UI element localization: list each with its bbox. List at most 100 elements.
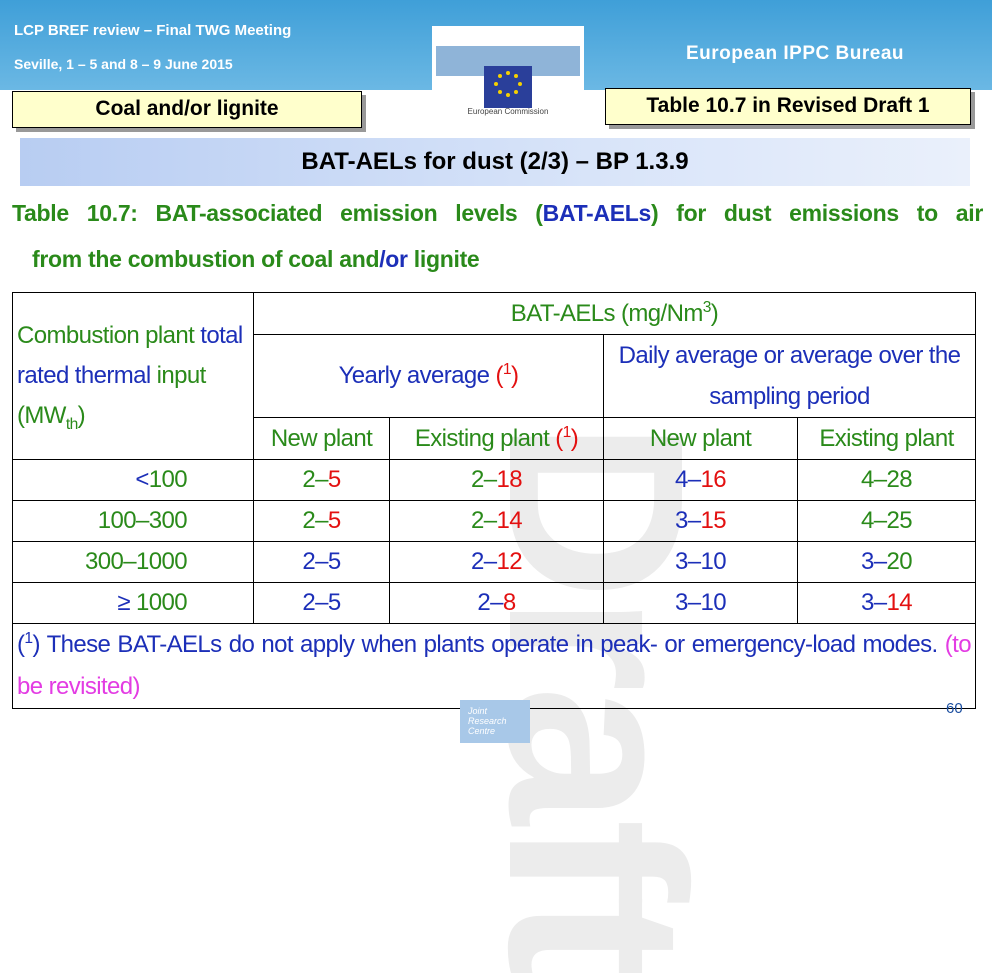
text-segment: ) xyxy=(710,299,719,327)
text-segment: from the combustion of coal and xyxy=(32,246,380,272)
text-segment: 3–10 xyxy=(675,548,727,575)
table-cell: 3–10 xyxy=(603,541,798,583)
text-segment: 2– xyxy=(471,507,497,534)
text-segment: Existing plant xyxy=(819,424,954,452)
text-segment: 2–5 xyxy=(302,589,341,616)
text-segment: BAT-AELs (mg/Nm xyxy=(510,299,704,327)
text-segment: 2– xyxy=(471,548,497,575)
yearly-header: Yearly average (1) xyxy=(253,334,604,418)
text-segment: ) These BAT-AELs do not apply when plant… xyxy=(32,631,945,658)
text-segment: ) xyxy=(570,424,579,452)
table-cell: 4–25 xyxy=(797,500,976,542)
text-segment: ≥ xyxy=(117,589,136,616)
text-segment: 12 xyxy=(496,548,523,575)
sector: Coal and/or lignite xyxy=(12,91,362,128)
text-segment: 3– xyxy=(861,548,887,575)
text-segment: th xyxy=(65,415,78,433)
table-cell: 3–14 xyxy=(797,582,976,624)
text-segment: 8 xyxy=(502,589,516,616)
text-segment: 2– xyxy=(302,466,328,493)
location: Seville, 1 – 5 and 8 – 9 June 2015 xyxy=(14,56,233,72)
row-label-header: Combustion plant total rated thermal inp… xyxy=(12,292,254,460)
caption-line: from the combustion of coal and/or ligni… xyxy=(32,246,480,273)
text-segment: 5 xyxy=(327,466,341,493)
text-segment: ( xyxy=(495,362,504,389)
event: LCP BREF review – Final TWG Meeting xyxy=(14,22,292,39)
table-row: ≥ 1000 2–5 2–8 3–10 3–14 xyxy=(12,582,976,624)
text-segment: < xyxy=(135,466,149,493)
table: Combustion plant total rated thermal inp… xyxy=(12,292,976,709)
text-segment: 2–5 xyxy=(302,548,341,575)
column-header: New plant xyxy=(253,417,390,460)
table-cell: 2–14 xyxy=(389,500,604,542)
text-segment: 14 xyxy=(886,589,913,616)
text-segment: 16 xyxy=(700,466,727,493)
eu-logo-graphic: European Commission xyxy=(436,46,580,116)
text-segment: total rated thermal xyxy=(17,322,243,389)
text-segment: (to be revisited) xyxy=(17,631,972,700)
stars xyxy=(494,71,522,97)
table-cell: 3–20 xyxy=(797,541,976,583)
text-segment: 5 xyxy=(327,507,341,534)
table-cell: 2–5 xyxy=(253,582,390,624)
text-segment: 1 xyxy=(502,361,512,378)
text-segment: 100 xyxy=(148,466,188,493)
text-segment: 3 xyxy=(702,298,712,316)
table-cell: 3–15 xyxy=(603,500,798,542)
daily-header: Daily average or average over the sampli… xyxy=(603,334,976,418)
text-segment: 4–28 xyxy=(861,466,913,493)
text-segment: New plant xyxy=(649,424,752,452)
text-segment: 4–25 xyxy=(861,507,913,534)
table-cell: 2–18 xyxy=(389,459,604,501)
table-cell: 2–12 xyxy=(389,541,604,583)
text-segment: 1000 xyxy=(136,589,188,616)
text-segment: 4– xyxy=(675,466,701,493)
row-label: 100–300 xyxy=(12,500,254,542)
table-cell: 2–5 xyxy=(253,541,390,583)
text-segment: Daily average or average over the sampli… xyxy=(618,342,961,410)
text-segment: 1 xyxy=(24,630,33,647)
slide-title: BAT-AELs for dust (2/3) – BP 1.3.9 xyxy=(20,138,970,186)
column-header: Existing plant (1) xyxy=(389,417,604,460)
text-segment: ( xyxy=(17,631,25,658)
text-segment: 2– xyxy=(471,466,497,493)
text-segment: input (MW xyxy=(17,362,206,429)
text-segment: 300–1000 xyxy=(85,548,188,575)
table-row: <100 2–5 2–18 4–16 4–28 xyxy=(12,459,976,501)
text-segment: ) xyxy=(510,362,519,389)
text-segment: Existing plant xyxy=(414,424,556,452)
footnote: (1) These BAT-AELs do not apply when pla… xyxy=(12,623,976,709)
text-segment: 3– xyxy=(861,589,887,616)
text-segment: Yearly average xyxy=(338,362,496,389)
group-header: BAT-AELs (mg/Nm3) xyxy=(253,292,976,335)
text-segment: Table 10.7: BAT-associated emission leve… xyxy=(12,200,543,226)
table-row: 100–300 2–5 2–14 3–15 4–25 xyxy=(12,500,976,542)
text-segment: 1 xyxy=(562,423,572,441)
caption-line: Table 10.7: BAT-associated emission leve… xyxy=(12,200,983,227)
text-segment: 18 xyxy=(496,466,523,493)
eu-logo: European Commission xyxy=(432,26,584,130)
text-segment: Combustion plant xyxy=(17,322,201,349)
text-segment: 14 xyxy=(496,507,523,534)
table-cell: 2–8 xyxy=(389,582,604,624)
text-segment: 3– xyxy=(675,507,701,534)
text-segment: 100–300 xyxy=(97,507,188,534)
page-number: 60 xyxy=(946,700,963,717)
column-header: Existing plant xyxy=(797,417,976,460)
text-segment: 3–10 xyxy=(675,589,727,616)
column-header: New plant xyxy=(603,417,798,460)
text-segment: 2– xyxy=(302,507,328,534)
row-label: 300–1000 xyxy=(12,541,254,583)
reference: Table 10.7 in Revised Draft 1 xyxy=(605,88,971,125)
text-segment: 2– xyxy=(477,589,503,616)
text-segment: ( xyxy=(555,424,563,452)
text-segment: /or xyxy=(379,246,408,272)
text-segment: lignite xyxy=(407,246,480,272)
jrc-logo: Joint Research Centre xyxy=(460,700,530,743)
text-segment: ) xyxy=(77,402,86,429)
text-segment: New plant xyxy=(270,424,373,452)
table-row: 300–1000 2–5 2–12 3–10 3–20 xyxy=(12,541,976,583)
row-label: ≥ 1000 xyxy=(12,582,254,624)
eu-logo-text: European Commission xyxy=(468,107,549,116)
